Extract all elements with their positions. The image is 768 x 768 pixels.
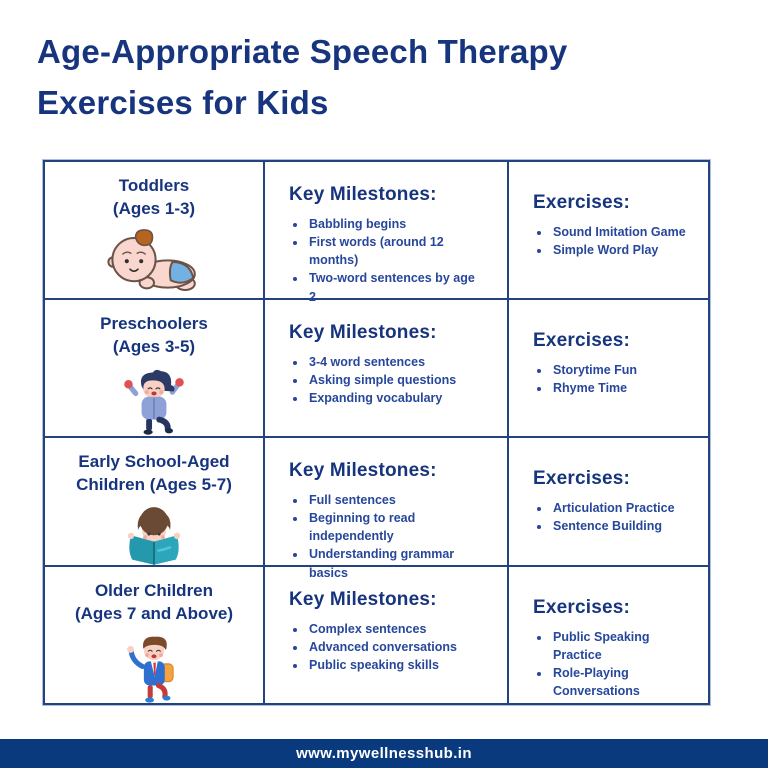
crawling-baby-icon (100, 226, 208, 294)
reading-child-icon (118, 502, 190, 566)
milestone-item: Understanding grammar basics (307, 545, 481, 581)
milestones-cell-toddlers: Key Milestones: Babbling begins First wo… (265, 162, 509, 304)
exercises-list: Sound Imitation Game Simple Word Play (551, 223, 694, 259)
milestone-item: Full sentences (307, 491, 481, 509)
exercise-item: Public Speaking Practice (551, 628, 694, 664)
page-title-line1: Age-Appropriate Speech Therapy (37, 33, 568, 70)
milestones-cell-early-school: Key Milestones: Full sentences Beginning… (265, 438, 509, 580)
exercises-heading: Exercises: (533, 192, 631, 213)
milestone-item: Complex sentences (307, 620, 481, 638)
jumping-preschooler-icon (121, 364, 187, 436)
exercises-cell-toddlers: Exercises: Sound Imitation Game Simple W… (509, 162, 708, 300)
group-name-line2: (Ages 3-5) (112, 336, 196, 356)
age-groups-table: Toddlers (Ages 1-3) Key Milestones: Babbl… (43, 160, 710, 705)
page-title: Age-Appropriate Speech Therapy Exercises … (37, 26, 737, 128)
exercise-item: Simple Word Play (551, 241, 694, 259)
milestones-list: Complex sentences Advanced conversations… (307, 620, 481, 674)
milestone-item: Two-word sentences by age 2 (307, 269, 481, 305)
milestone-item: Expanding vocabulary (307, 389, 481, 407)
page-title-line2: Exercises for Kids (37, 84, 329, 122)
milestones-list: Babbling begins First words (around 12 m… (307, 215, 481, 306)
group-name-line2: (Ages 1-3) (112, 198, 196, 218)
group-name-line2: Children (Ages 5-7) (76, 474, 232, 494)
group-name-line1: Preschoolers (100, 314, 208, 333)
group-name-line1: Older Children (94, 581, 214, 600)
group-name-line1: Toddlers (118, 176, 190, 195)
group-name: Older Children (Ages 7 and Above) (75, 580, 233, 626)
milestone-item: Babbling begins (307, 215, 481, 233)
milestones-cell-preschoolers: Key Milestones: 3-4 word sentences Askin… (265, 300, 509, 438)
milestone-item: Advanced conversations (307, 638, 481, 656)
exercises-heading: Exercises: (533, 468, 631, 489)
exercise-item: Storytime Fun (551, 361, 694, 379)
milestones-heading: Key Milestones: (289, 184, 437, 205)
milestone-item: Asking simple questions (307, 371, 481, 389)
group-name: Preschoolers (Ages 3-5) (100, 313, 208, 359)
milestones-heading: Key Milestones: (289, 460, 437, 481)
milestones-list: 3-4 word sentences Asking simple questio… (307, 353, 481, 407)
group-name: Toddlers (Ages 1-3) (113, 175, 195, 221)
exercises-list: Storytime Fun Rhyme Time (551, 361, 694, 397)
footer-url[interactable]: www.mywellnesshub.in (296, 745, 472, 762)
exercises-heading: Exercises: (533, 597, 631, 618)
schoolboy-waving-icon (122, 631, 186, 707)
footer-bar: www.mywellnesshub.in (0, 739, 768, 768)
milestones-heading: Key Milestones: (289, 589, 437, 610)
group-cell-early-school: Early School-Aged Children (Ages 5-7) (45, 438, 265, 567)
exercises-cell-older-children: Exercises: Public Speaking Practice Role… (509, 567, 708, 703)
exercise-item: Rhyme Time (551, 379, 694, 397)
group-name-line1: Early School-Aged (78, 452, 230, 471)
exercise-item: Articulation Practice (551, 499, 694, 517)
milestones-heading: Key Milestones: (289, 322, 437, 343)
milestone-item: 3-4 word sentences (307, 353, 481, 371)
exercises-heading: Exercises: (533, 330, 631, 351)
group-cell-preschoolers: Preschoolers (Ages 3-5) (45, 300, 265, 438)
group-cell-toddlers: Toddlers (Ages 1-3) (45, 162, 265, 300)
exercise-item: Sentence Building (551, 517, 694, 535)
milestones-cell-older-children: Key Milestones: Complex sentences Advanc… (265, 567, 509, 703)
exercises-cell-early-school: Exercises: Articulation Practice Sentenc… (509, 438, 708, 567)
group-name: Early School-Aged Children (Ages 5-7) (76, 451, 232, 497)
exercise-item: Sound Imitation Game (551, 223, 694, 241)
group-name-line2: (Ages 7 and Above) (74, 603, 234, 623)
exercises-list: Public Speaking Practice Role-Playing Co… (551, 628, 694, 701)
milestone-item: First words (around 12 months) (307, 233, 481, 269)
milestone-item: Beginning to read independently (307, 509, 481, 545)
exercises-cell-preschoolers: Exercises: Storytime Fun Rhyme Time (509, 300, 708, 438)
group-cell-older-children: Older Children (Ages 7 and Above) (45, 567, 265, 703)
milestones-list: Full sentences Beginning to read indepen… (307, 491, 481, 582)
exercise-item: Role-Playing Conversations (551, 664, 694, 700)
exercises-list: Articulation Practice Sentence Building (551, 499, 694, 535)
milestone-item: Public speaking skills (307, 656, 481, 674)
